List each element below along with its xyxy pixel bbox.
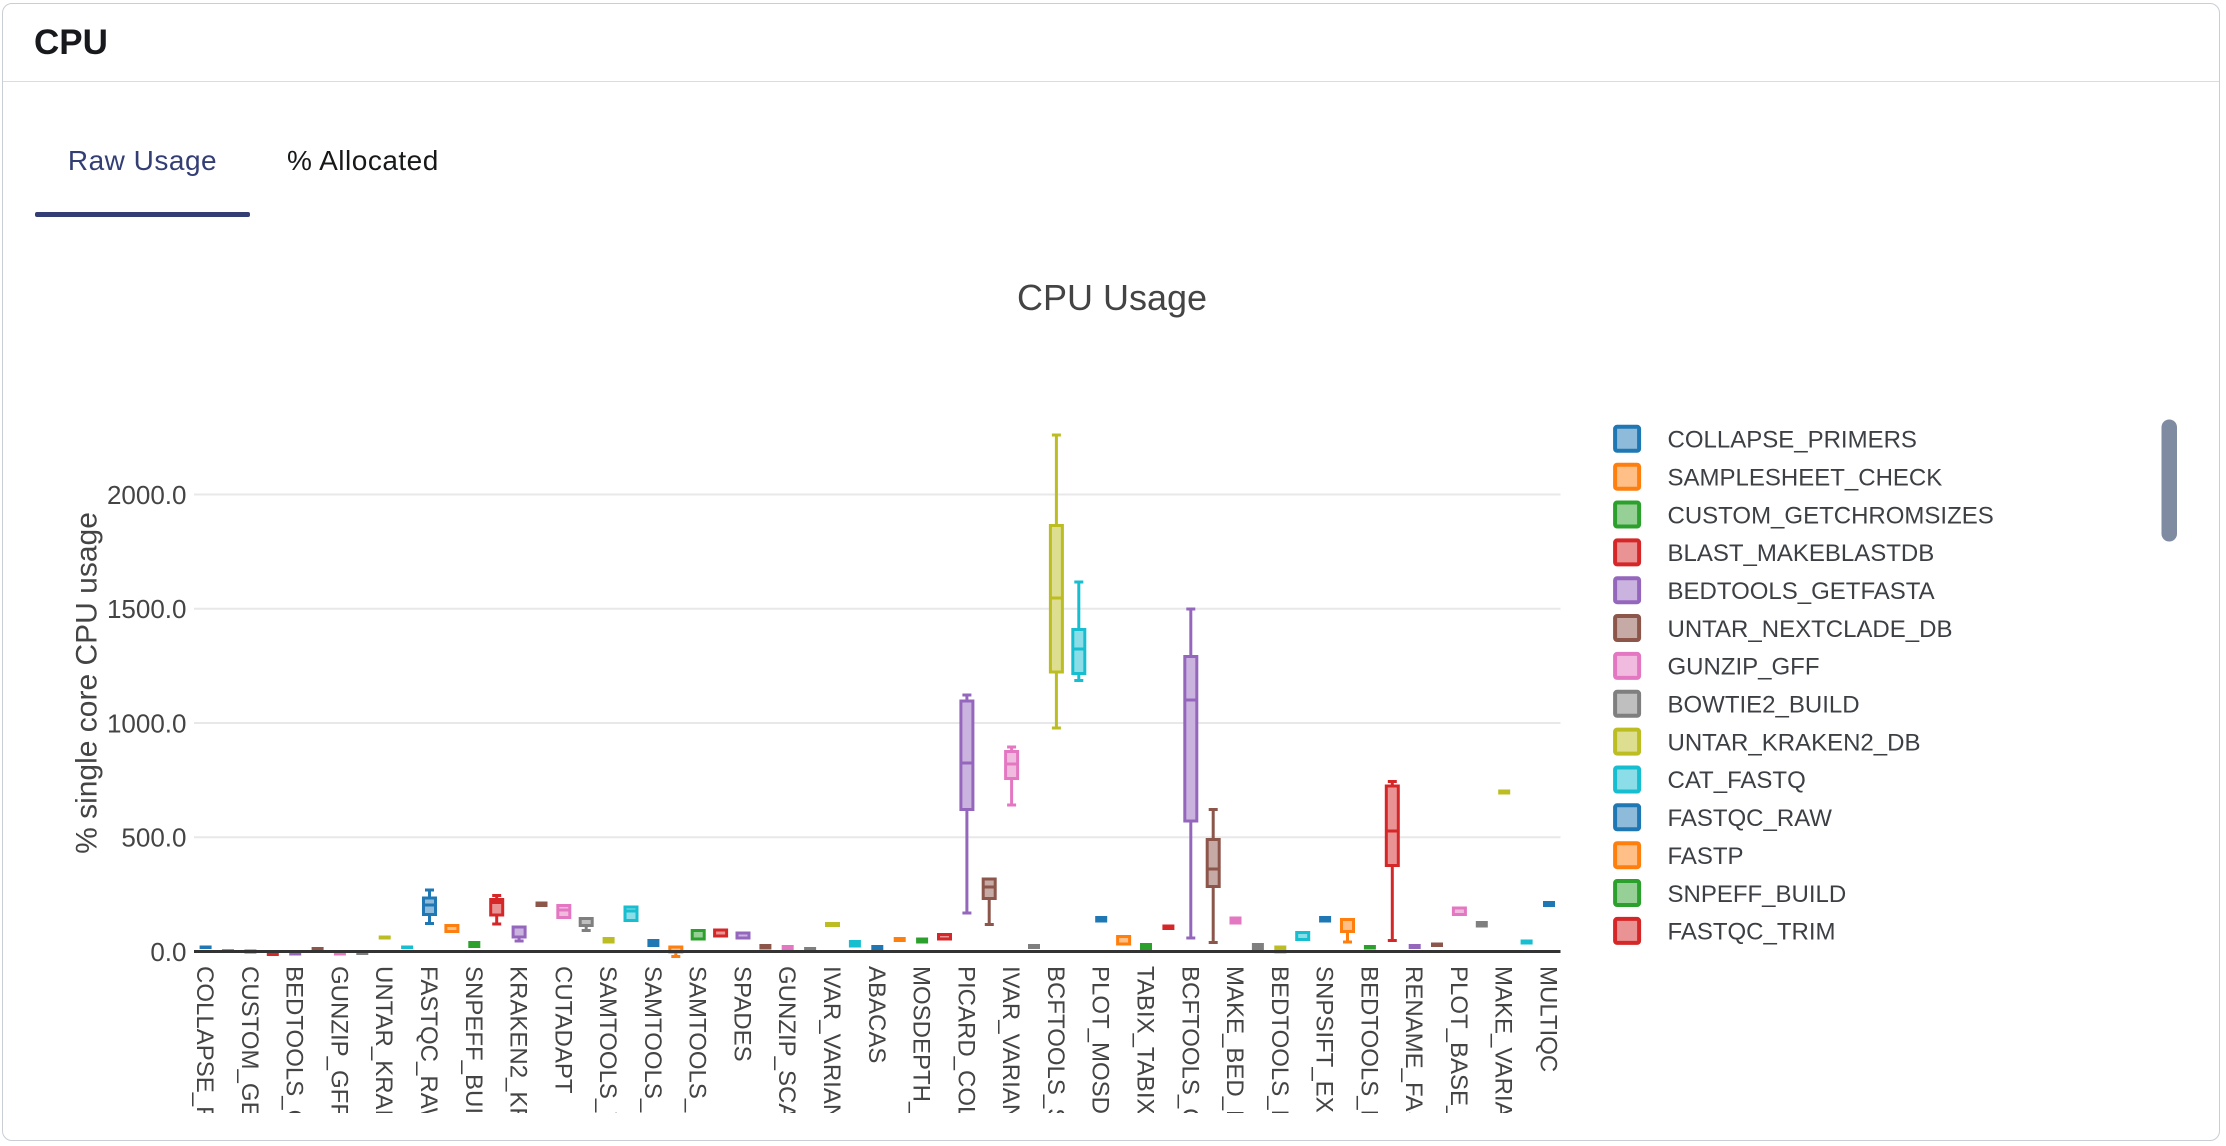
- svg-text:FASTP: FASTP: [1668, 843, 1744, 870]
- svg-text:IVAR_VARIANTS_TO: IVAR_VARIANTS_TO: [997, 966, 1024, 1146]
- svg-text:PICARD_COLLECTMETRICS: PICARD_COLLECTMETRICS: [952, 966, 979, 1146]
- svg-text:% single core CPU usage: % single core CPU usage: [71, 512, 104, 854]
- svg-text:BEDTOOLS_GETFASTA: BEDTOOLS_GETFASTA: [281, 966, 308, 1146]
- svg-text:ABACAS: ABACAS: [863, 966, 890, 1063]
- svg-text:COLLAPSE_PRIMERS: COLLAPSE_PRIMERS: [1668, 427, 1917, 454]
- svg-text:SAMTOOLS_SORT: SAMTOOLS_SORT: [639, 966, 666, 1146]
- svg-text:500.0: 500.0: [121, 823, 186, 853]
- svg-text:GUNZIP_GFF: GUNZIP_GFF: [1668, 654, 1820, 681]
- svg-text:MULTIQC: MULTIQC: [1535, 966, 1562, 1072]
- svg-text:BCFTOOLS_STATS: BCFTOOLS_STATS: [1042, 966, 1069, 1146]
- svg-text:CPU Usage: CPU Usage: [1017, 277, 1207, 318]
- svg-text:BCFTOOLS_QUERY: BCFTOOLS_QUERY: [1176, 966, 1203, 1146]
- svg-text:SAMPLESHEET_CHECK: SAMPLESHEET_CHECK: [1668, 465, 1943, 492]
- svg-text:SAMTOOLS_INDEX: SAMTOOLS_INDEX: [684, 966, 711, 1146]
- svg-text:UNTAR_KRAKEN2_DB: UNTAR_KRAKEN2_DB: [1668, 729, 1921, 756]
- svg-text:CUSTOM_GETCHROMSIZES: CUSTOM_GETCHROMSIZES: [236, 966, 263, 1146]
- svg-text:GUNZIP_GFF: GUNZIP_GFF: [325, 966, 352, 1118]
- svg-text:SAMTOOLS_VIEW: SAMTOOLS_VIEW: [594, 966, 621, 1146]
- svg-text:BLAST_MAKEBLASTDB: BLAST_MAKEBLASTDB: [1668, 540, 1935, 567]
- svg-text:KRAKEN2_KRAKEN2: KRAKEN2_KRAKEN2: [505, 966, 532, 1146]
- svg-text:MAKE_VARIANTS_LONG: MAKE_VARIANTS_LONG: [1490, 966, 1517, 1146]
- svg-text:BOWTIE2_BUILD: BOWTIE2_BUILD: [1668, 692, 1860, 719]
- svg-text:1500.0: 1500.0: [107, 594, 187, 624]
- svg-text:PLOT_MOSDEPTH: PLOT_MOSDEPTH: [1087, 966, 1114, 1146]
- svg-text:SNPEFF_BUILD: SNPEFF_BUILD: [460, 966, 487, 1145]
- svg-text:2000.0: 2000.0: [107, 480, 187, 510]
- svg-text:UNTAR_KRAKEN2_DB: UNTAR_KRAKEN2_DB: [370, 966, 397, 1146]
- svg-text:CUTADAPT: CUTADAPT: [549, 966, 576, 1094]
- svg-text:BEDTOOLS_GETFASTA: BEDTOOLS_GETFASTA: [1668, 578, 1935, 605]
- svg-text:MAKE_BED_MASK: MAKE_BED_MASK: [1221, 966, 1248, 1146]
- svg-text:0.0: 0.0: [150, 937, 186, 967]
- svg-text:CAT_FASTQ: CAT_FASTQ: [1668, 767, 1806, 794]
- svg-text:SNPEFF_BUILD: SNPEFF_BUILD: [1668, 881, 1847, 908]
- svg-text:SPADES: SPADES: [729, 966, 756, 1062]
- svg-text:SNPSIFT_EXTRACT: SNPSIFT_EXTRACT: [1311, 966, 1338, 1146]
- svg-text:GUNZIP_SCAFFOLDS: GUNZIP_SCAFFOLDS: [773, 966, 800, 1146]
- svg-text:IVAR_VARIANTS: IVAR_VARIANTS: [818, 966, 845, 1146]
- svg-text:FASTQC_RAW: FASTQC_RAW: [1668, 805, 1833, 832]
- svg-text:BEDTOOLS_MASKFASTA: BEDTOOLS_MASKFASTA: [1355, 966, 1382, 1146]
- svg-text:FASTQC_TRIM: FASTQC_TRIM: [1668, 919, 1836, 946]
- svg-text:COLLAPSE_PRIMERS: COLLAPSE_PRIMERS: [191, 966, 218, 1146]
- svg-text:BEDTOOLS_MERGE: BEDTOOLS_MERGE: [1266, 966, 1293, 1146]
- svg-text:1000.0: 1000.0: [107, 708, 187, 738]
- svg-text:CUSTOM_GETCHROMSIZES: CUSTOM_GETCHROMSIZES: [1668, 502, 1994, 529]
- svg-text:UNTAR_NEXTCLADE_DB: UNTAR_NEXTCLADE_DB: [1668, 616, 1953, 643]
- svg-text:MOSDEPTH_GENOME: MOSDEPTH_GENOME: [908, 966, 935, 1146]
- svg-text:PLOT_BASE_DENSITY: PLOT_BASE_DENSITY: [1445, 966, 1472, 1146]
- svg-text:TABIX_TABIX: TABIX_TABIX: [1132, 966, 1159, 1115]
- svg-text:RENAME_FASTA: RENAME_FASTA: [1400, 966, 1427, 1146]
- svg-text:FASTQC_RAW: FASTQC_RAW: [415, 966, 442, 1131]
